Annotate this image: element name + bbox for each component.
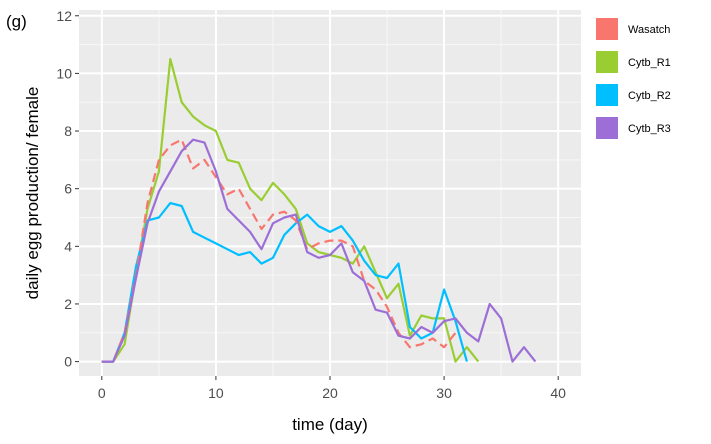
legend-label: Cytb_R3 [628, 123, 671, 135]
y-tick-label: 0 [64, 354, 72, 370]
panel-label: (g) [6, 12, 27, 31]
y-tick-label: 2 [64, 296, 72, 312]
x-tick-label: 10 [208, 385, 224, 401]
x-tick-label: 0 [98, 385, 106, 401]
legend-label: Wasatch [628, 24, 670, 36]
legend-key [596, 51, 618, 73]
x-tick-label: 30 [436, 385, 452, 401]
y-tick-label: 10 [56, 65, 72, 81]
y-tick-label: 12 [56, 8, 72, 24]
x-axis-title: time (day) [292, 415, 368, 434]
y-tick-label: 4 [64, 238, 72, 254]
y-axis-title: daily egg production/ female [23, 87, 42, 300]
major-gridlines [79, 10, 581, 376]
x-tick-label: 40 [550, 385, 566, 401]
legend-key [596, 117, 618, 139]
x-axis: 0 10 20 30 40 [98, 376, 566, 401]
series-layer [101, 57, 537, 363]
legend-key [596, 18, 618, 40]
series-line-cytb-r1 [101, 57, 480, 363]
y-axis: 0 2 4 6 8 10 12 [56, 8, 79, 370]
x-tick-label: 20 [322, 385, 338, 401]
legend-key [596, 84, 618, 106]
legend-label: Cytb_R2 [628, 90, 671, 102]
series-line-cytb-r3 [101, 138, 537, 363]
series-line-cytb-r2 [101, 202, 468, 363]
y-tick-label: 8 [64, 123, 72, 139]
y-tick-label: 6 [64, 181, 72, 197]
legend: Wasatch Cytb_R1 Cytb_R2 Cytb_R3 [596, 18, 671, 139]
legend-label: Cytb_R1 [628, 57, 671, 69]
